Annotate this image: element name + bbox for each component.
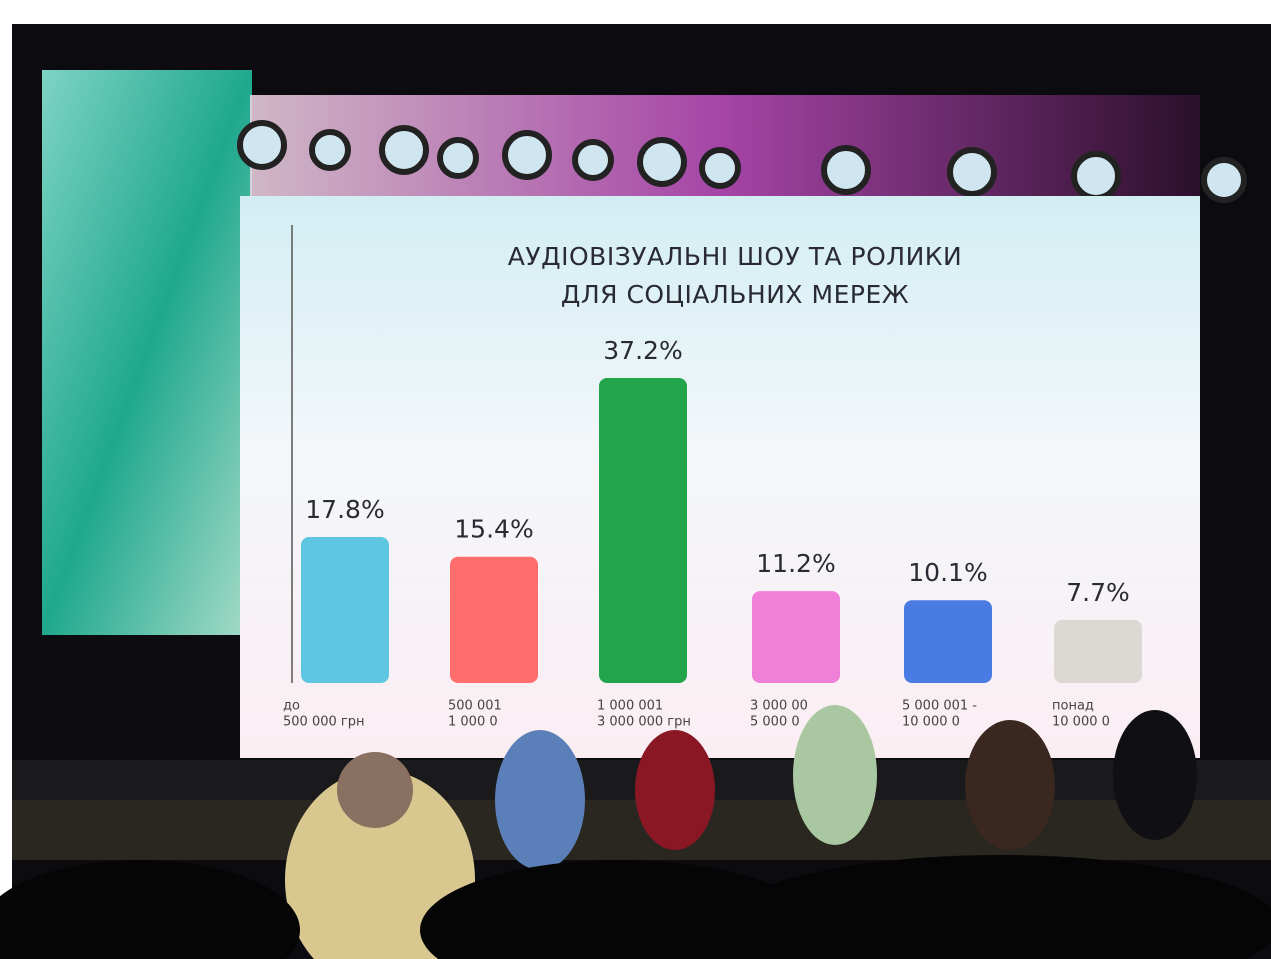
side-screen [42, 70, 252, 635]
value-label: 10.1% [908, 558, 987, 587]
value-label: 15.4% [454, 515, 533, 544]
bar [752, 591, 840, 683]
x-tick-label: 1 000 001 [597, 699, 663, 714]
value-label: 37.2% [603, 336, 682, 365]
bar [904, 600, 992, 683]
bar [1054, 620, 1142, 683]
x-tick-label: до [283, 699, 300, 714]
bar [301, 537, 389, 683]
value-label: 11.2% [756, 549, 835, 578]
x-tick-label: понад [1052, 699, 1094, 714]
bar [450, 557, 538, 683]
bar [599, 378, 687, 683]
x-tick-label: 1 000 0 [448, 715, 498, 730]
x-tick-label: 500 000 грн [283, 715, 364, 730]
x-tick-label: 3 000 000 грн [597, 715, 691, 730]
x-tick-label: 5 000 0 [750, 715, 800, 730]
value-label: 17.8% [305, 495, 384, 524]
value-label: 7.7% [1066, 578, 1130, 607]
x-tick-label: 10 000 0 [902, 715, 960, 730]
x-tick-label: 5 000 001 - [902, 699, 977, 714]
chart-title: ДЛЯ СОЦІАЛЬНИХ МЕРЕЖ [561, 280, 909, 309]
x-tick-label: 3 000 00 [750, 699, 808, 714]
x-tick-label: 10 000 0 [1052, 715, 1110, 730]
chart-title: АУДІОВІЗУАЛЬНІ ШОУ ТА РОЛИКИ [508, 242, 963, 271]
photo: АУДІОВІЗУАЛЬНІ ШОУ ТА РОЛИКИ ДЛЯ СОЦІАЛЬ… [0, 0, 1271, 959]
x-tick-label: 500 001 [448, 699, 502, 714]
